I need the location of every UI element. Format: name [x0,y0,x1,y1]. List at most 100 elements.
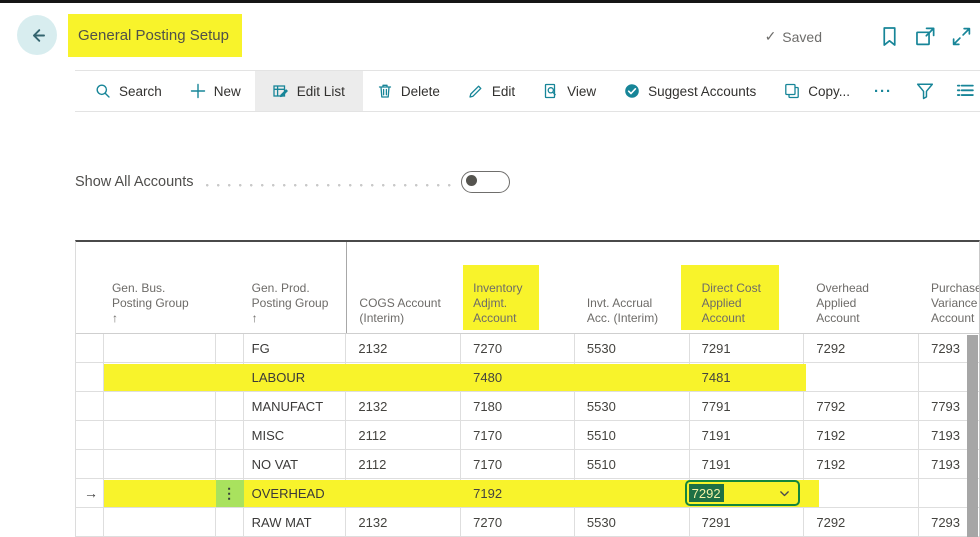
cell-direct_cost[interactable]: 7292 [690,479,805,507]
cell-value: 7191 [702,457,731,472]
cell-menu[interactable] [216,334,244,362]
cell-gen_bus[interactable] [104,334,216,362]
cell-invt_accrual[interactable]: 5530 [575,334,690,362]
toolbar-button-label: New [214,84,241,99]
cell-gen_bus[interactable] [104,450,216,478]
cell-overhead[interactable]: 7292 [804,334,919,362]
cell-value: 7193 [931,457,960,472]
saved-status: ✓ Saved [765,28,822,45]
cell-value: 7170 [473,457,502,472]
column-header-inv_adjmt[interactable]: Inventory Adjmt. Account [461,242,575,333]
toolbar-button-view[interactable]: View [529,71,610,111]
cell-inv_adjmt[interactable]: 7270 [461,508,575,536]
cell-inv_adjmt[interactable]: 7270 [461,334,575,362]
toolbar-button-copy[interactable]: Copy... [770,71,864,111]
cell-gen_bus[interactable] [104,508,216,536]
cell-menu[interactable] [216,392,244,420]
column-header-gen_prod[interactable]: Gen. Prod. Posting Group ↑ [244,242,347,333]
cell-invt_accrual[interactable]: 5530 [575,392,690,420]
cell-direct_cost[interactable]: 7791 [690,392,805,420]
cell-value: 7481 [702,370,731,385]
cell-invt_accrual[interactable]: 5510 [575,421,690,449]
direct-cost-edit-combobox[interactable]: 7292 [685,480,800,506]
list-view-icon[interactable] [956,82,974,100]
cell-inv_adjmt[interactable]: 7170 [461,450,575,478]
filter-icon[interactable] [916,82,934,100]
cell-direct_cost[interactable]: 7191 [690,421,805,449]
expand-fullscreen-icon[interactable] [951,26,972,47]
cell-gen_prod[interactable]: MANUFACT [244,392,347,420]
cell-cogs[interactable]: 2112 [346,450,461,478]
cell-direct_cost[interactable]: 7191 [690,450,805,478]
toolbar-button-suggest-accounts[interactable]: Suggest Accounts [610,71,770,111]
cell-value: 7791 [702,399,731,414]
cell-overhead[interactable]: 7792 [804,392,919,420]
edit-combobox-selected-value[interactable]: 7292 [689,484,724,502]
toolbar-button-delete[interactable]: Delete [363,71,454,111]
search-icon [95,83,111,99]
suggest-accounts-icon [624,83,640,99]
toolbar-button-edit-list[interactable]: Edit List [255,71,363,111]
cell-overhead[interactable] [804,363,919,391]
cell-cogs[interactable]: 2112 [346,421,461,449]
toolbar-button-new[interactable]: New [176,71,255,111]
cell-overhead[interactable] [804,479,919,507]
cell-value: 7792 [816,399,845,414]
cell-overhead[interactable]: 7192 [804,450,919,478]
cell-cogs[interactable]: 2132 [346,392,461,420]
cell-invt_accrual[interactable]: 5530 [575,508,690,536]
column-header-cogs[interactable]: COGS Account (Interim) [346,242,461,333]
cell-gen_prod[interactable]: NO VAT [244,450,347,478]
column-header-direct_cost[interactable]: Direct Cost Applied Account [690,242,805,333]
toolbar-button-search[interactable]: Search [81,71,176,111]
posting-setup-table: Gen. Bus. Posting Group ↑ Gen. Prod. Post… [75,240,980,537]
cell-gen_bus[interactable] [104,392,216,420]
column-header-gen_bus[interactable]: Gen. Bus. Posting Group ↑ [104,242,216,333]
cell-overhead[interactable]: 7292 [804,508,919,536]
back-button[interactable] [17,15,57,55]
column-header-overhead[interactable]: Overhead Applied Account [804,242,919,333]
view-icon [543,83,559,99]
toolbar-button-label: Edit [492,84,515,99]
cell-direct_cost[interactable]: 7291 [690,508,805,536]
pencil-icon [468,83,484,99]
column-header-label: Purchase Variance Account [931,281,980,326]
cell-menu[interactable] [216,450,244,478]
cell-value: LABOUR [252,370,305,385]
cell-cogs[interactable]: 2132 [346,508,461,536]
cell-invt_accrual[interactable]: 5510 [575,450,690,478]
column-header-label: Overhead Applied Account [816,281,869,326]
vertical-scrollbar[interactable] [967,335,978,537]
cell-value: 2112 [358,457,386,472]
cell-value: MISC [252,428,285,443]
cell-inv_adjmt[interactable]: 7180 [461,392,575,420]
open-in-new-window-icon[interactable] [915,26,936,47]
cell-menu[interactable] [216,421,244,449]
column-header-purchase[interactable]: Purchase Variance Account [919,242,979,333]
cell-value: 7270 [473,515,502,530]
copy-icon [784,83,800,99]
cell-overhead[interactable]: 7192 [804,421,919,449]
row-menu-icon[interactable]: ⋮ [222,485,236,502]
top-edge-bar [0,0,980,3]
cell-direct_cost[interactable]: 7291 [690,334,805,362]
column-header-invt_accrual[interactable]: Invt. Accrual Acc. (Interim) [575,242,690,333]
table-row-no-vat: NO VAT 2112 7170 5510 7191 7192 7193 [76,450,979,479]
cell-gen_prod[interactable]: FG [244,334,347,362]
cell-gen_prod[interactable]: MISC [244,421,347,449]
bookmark-icon[interactable] [879,26,900,47]
cell-value: 5530 [587,515,616,530]
action-toolbar: Search New Edit ListDelete Edit ViewSuggest … [75,70,980,112]
toolbar-button-edit[interactable]: Edit [454,71,529,111]
cell-value: 5510 [587,428,616,443]
table-row-misc: MISC211271705510719171927193 [76,421,979,450]
more-options-button[interactable]: ··· [864,71,902,111]
show-all-accounts-toggle[interactable] [461,171,510,193]
column-header-spacer [216,242,244,333]
cell-inv_adjmt[interactable]: 7170 [461,421,575,449]
cell-gen_prod[interactable]: RAW MAT [244,508,347,536]
cell-cogs[interactable]: 2132 [346,334,461,362]
cell-gen_bus[interactable] [104,421,216,449]
table-row-raw-mat: RAW MAT213272705530729172927293 [76,508,979,537]
cell-menu[interactable] [216,508,244,536]
